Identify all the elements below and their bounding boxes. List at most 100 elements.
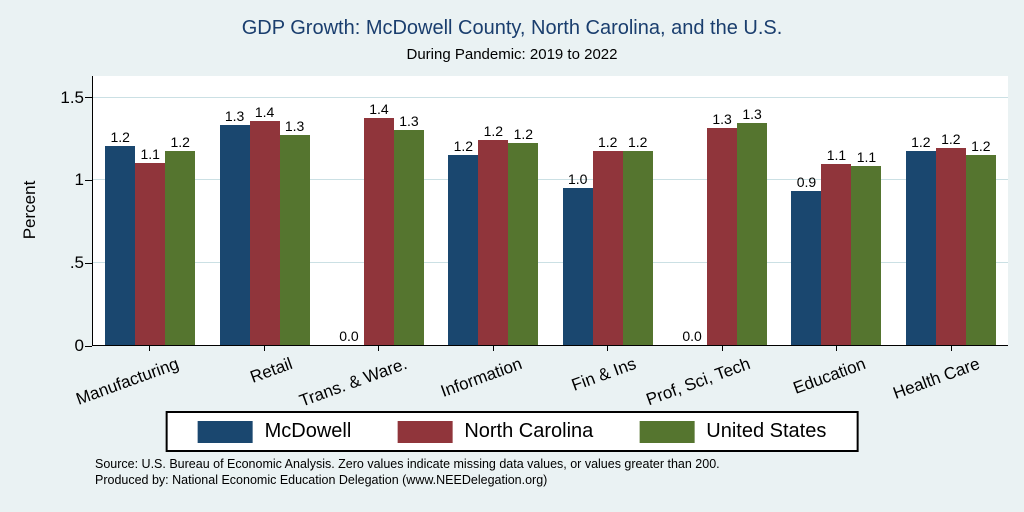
bar-value-label: 0.9 (796, 173, 817, 190)
bar-north-carolina (592, 151, 623, 345)
bar-north-carolina (249, 121, 280, 345)
bar-mcdowell (219, 124, 250, 345)
bar-cell: 0.0 (334, 329, 364, 345)
bar-mcdowell (105, 146, 136, 345)
bar-group: 1.3 1.4 1.3 (219, 105, 310, 345)
bar-united-states (508, 142, 539, 345)
y-tick-label: 1 (74, 170, 84, 190)
y-tick-label: 1.5 (60, 87, 84, 107)
bar-cell: 1.2 (508, 125, 539, 345)
bar-north-carolina (821, 164, 852, 345)
bar-mcdowell (562, 187, 593, 345)
y-axis-tick (85, 179, 92, 181)
bar-united-states (851, 166, 882, 345)
bar-cell: 0.0 (677, 329, 707, 345)
x-axis-label: Health Care (890, 354, 983, 403)
bar-value-label: 1.2 (911, 134, 931, 151)
y-axis-tick (85, 97, 92, 99)
bar-value-label: 1.3 (399, 112, 419, 129)
bar-value-label: 0.0 (682, 328, 702, 344)
bar-value-label: 1.3 (712, 111, 732, 128)
y-axis-tick (85, 262, 92, 264)
bar-united-states (165, 151, 196, 345)
x-axis-tick (492, 346, 494, 351)
bar-united-states (279, 134, 310, 345)
bar-cell: 1.2 (478, 122, 509, 345)
x-axis-tick (607, 346, 609, 351)
bar-group: 1.0 1.2 1.2 (562, 134, 653, 345)
plot-area: 1.2 1.1 1.2 1.3 1.4 1.3 0.0 1.4 1.3 1.2 1.2 1.2 1.0 1… (92, 76, 1008, 346)
legend-label: North Carolina (464, 420, 594, 442)
bar-cell: 1.2 (165, 134, 196, 345)
bar-value-label: 1.1 (856, 149, 877, 166)
source-line-1: Source: U.S. Bureau of Economic Analysis… (95, 457, 720, 471)
bar-cell: 1.1 (821, 148, 852, 345)
bar-cell: 1.4 (249, 105, 280, 345)
bars-layer: 1.2 1.1 1.2 1.3 1.4 1.3 0.0 1.4 1.3 1.2 1.2 1.2 1.0 1… (93, 76, 1008, 345)
bar-north-carolina (707, 128, 738, 345)
legend-label: McDowell (264, 420, 352, 442)
legend-item: McDowell (197, 420, 352, 443)
bar-cell: 1.2 (905, 134, 936, 345)
x-axis-tick (836, 346, 838, 351)
chart-subtitle: During Pandemic: 2019 to 2022 (406, 46, 618, 63)
bar-cell: 1.3 (707, 111, 738, 345)
gridline (93, 262, 1008, 264)
x-axis-labels: Manufacturing Retail Trans. & Ware. Informa… (73, 347, 1008, 411)
bar-value-label: 1.2 (110, 129, 130, 146)
bar-cell: 1.2 (965, 139, 996, 345)
bar-group: 1.2 1.2 1.2 (448, 122, 539, 345)
bar-mcdowell (905, 151, 936, 345)
legend-swatch (197, 420, 253, 443)
x-axis-label: Prof, Sci, Tech (644, 354, 754, 410)
bar-group: 0.0 1.3 1.3 (677, 106, 768, 345)
bar-value-label: 1.3 (224, 107, 245, 124)
legend-item: North Carolina (397, 420, 593, 443)
source-note: Source: U.S. Bureau of Economic Analysis… (95, 456, 720, 489)
bar-north-carolina (478, 139, 509, 345)
bar-value-label: 1.2 (597, 134, 618, 151)
bar-mcdowell (448, 154, 479, 345)
legend-swatch (639, 420, 695, 443)
bar-united-states (737, 123, 768, 345)
bar-north-carolina (135, 162, 166, 345)
y-axis-label: Percent (20, 180, 39, 240)
gridline (93, 179, 1008, 181)
bar-cell: 1.3 (737, 106, 768, 345)
bar-cell: 1.3 (219, 107, 250, 345)
bar-cell: 1.4 (363, 101, 394, 345)
bar-value-label: 1.3 (742, 106, 762, 123)
bar-group: 0.0 1.4 1.3 (334, 102, 424, 345)
bar-cell: 1.2 (622, 134, 653, 345)
x-axis-label: Retail (247, 354, 296, 387)
bar-value-label: 1.2 (453, 137, 474, 154)
x-axis-tick (263, 346, 265, 351)
gridline (93, 96, 1008, 98)
legend-label: United States (706, 420, 827, 442)
x-axis-label: Manufacturing (73, 354, 181, 409)
bar-value-label: 1.2 (513, 125, 534, 142)
bar-cell: 0.9 (791, 173, 822, 345)
x-axis-label: Trans. & Ware. (297, 354, 410, 411)
x-axis-tick (149, 346, 151, 351)
legend-swatch (397, 420, 453, 443)
y-tick-label: 0 (74, 336, 84, 355)
bar-cell: 1.3 (279, 117, 310, 345)
bar-cell: 1.2 (448, 137, 479, 345)
y-axis-tick (85, 345, 92, 347)
legend-item: United States (639, 420, 826, 443)
bar-value-label: 1.2 (941, 130, 961, 147)
bar-cell: 1.2 (592, 134, 623, 345)
x-axis-tick (950, 346, 952, 351)
chart-title: GDP Growth: McDowell County, North Carol… (241, 17, 783, 39)
bar-united-states (622, 151, 653, 345)
bar-value-label: 1.3 (284, 117, 305, 134)
bar-value-label: 1.2 (627, 134, 648, 151)
x-axis-tick (721, 346, 723, 351)
bar-value-label: 1.2 (483, 122, 504, 139)
bar-cell: 1.1 (135, 147, 166, 345)
bar-mcdowell (791, 190, 822, 345)
bar-value-label: 1.4 (369, 101, 389, 118)
bar-value-label: 1.2 (170, 134, 190, 151)
